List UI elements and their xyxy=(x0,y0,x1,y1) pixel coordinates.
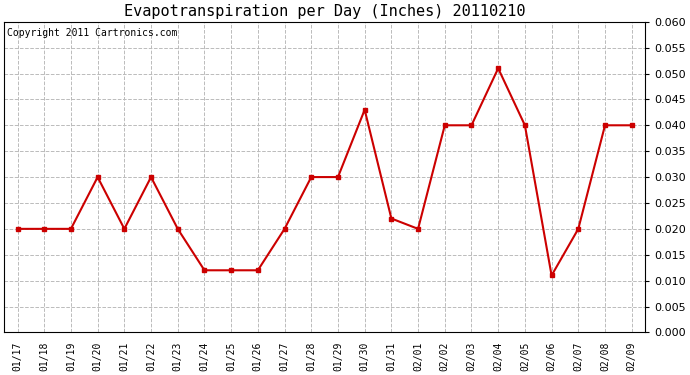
Title: Evapotranspiration per Day (Inches) 20110210: Evapotranspiration per Day (Inches) 2011… xyxy=(124,4,525,19)
Text: Copyright 2011 Cartronics.com: Copyright 2011 Cartronics.com xyxy=(8,28,178,38)
